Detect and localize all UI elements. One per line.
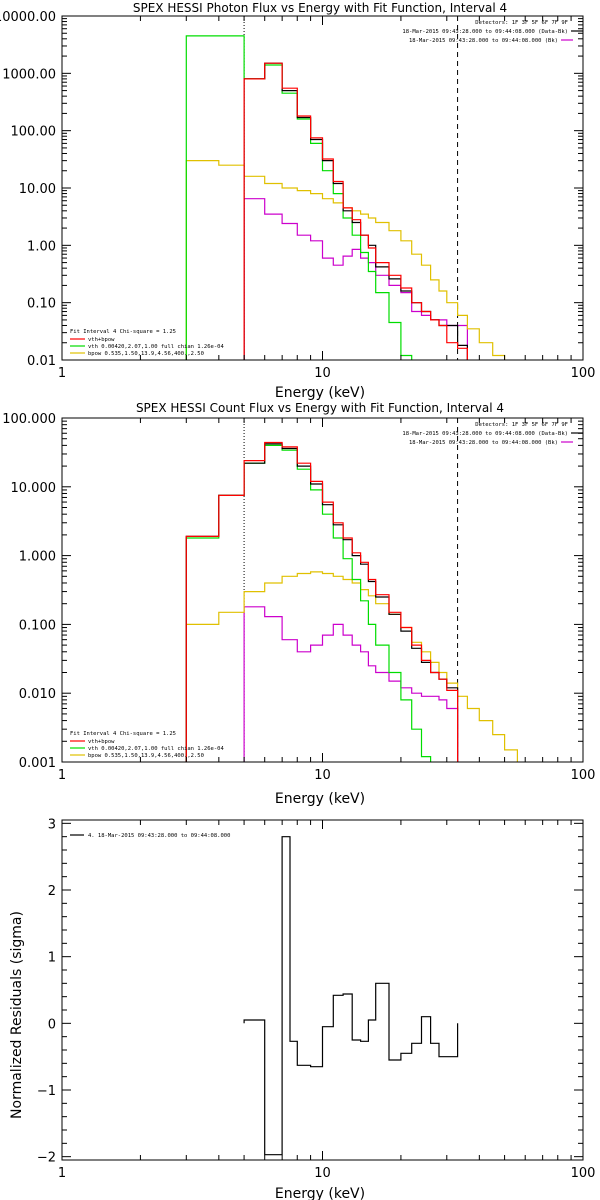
series-total	[185, 443, 459, 762]
y-tick-label: −1	[37, 1084, 56, 1099]
photon-flux-legend-bottomleft: Fit Interval 4 Chi-square = 1.25 vth+bpo…	[70, 329, 224, 357]
residuals-xlabel: Energy (keV)	[275, 1186, 365, 1200]
x-tick-label: 1	[58, 366, 66, 381]
legend-interval: 4. 18-Mar-2015 09:43:28.000 to 09:44:08.…	[88, 833, 230, 839]
count-flux-ticks: 1 10 100 0.001 0.010 0.100 1.000 10.000 100.000	[2, 412, 595, 783]
legend-sum-fit: vth+bpow	[88, 337, 115, 343]
y-tick-label: 0.10	[27, 297, 56, 312]
y-tick-label: 1.000	[19, 550, 56, 565]
residuals-panel: Energy (keV) Normalized Residuals (sigma…	[9, 817, 595, 1200]
count-flux-legend-topright: Detectors: 1F 3F 5F 6F 7F 9F 18-Mar-2015…	[402, 422, 568, 446]
y-tick-label: 1	[48, 951, 56, 966]
x-tick-label: 100	[571, 1166, 596, 1181]
y-tick-label: 0.010	[19, 687, 56, 702]
count-flux-xlabel: Energy (keV)	[275, 791, 365, 807]
legend-bk: 18-Mar-2015 09:43:28.000 to 09:44:08.000…	[409, 440, 558, 446]
photon-flux-legend-topright: Detectors: 1F 3F 5F 6F 7F 9F 18-Mar-2015…	[402, 20, 568, 44]
count-flux-marks	[185, 418, 518, 762]
photon-flux-title: SPEX HESSI Photon Flux vs Energy with Fi…	[133, 1, 507, 15]
legend-data-bk: 18-Mar-2015 09:43:28.000 to 09:44:08.000…	[402, 29, 568, 35]
count-flux-panel: SPEX HESSI Count Flux vs Energy with Fit…	[2, 401, 595, 807]
series-vth_fit	[185, 444, 432, 762]
x-tick-label: 10	[314, 366, 331, 381]
plot-area	[185, 16, 506, 360]
series-total	[243, 836, 459, 1156]
y-tick-label: −2	[37, 1151, 56, 1166]
series-bpow_fit	[185, 571, 518, 762]
y-tick-label: 1.00	[27, 239, 56, 254]
y-tick-label: 10.00	[19, 182, 56, 197]
series-background	[243, 606, 459, 762]
residuals-ticks: 1 10 100 −2 −1 0 1 2 3	[37, 817, 596, 1181]
series-total	[243, 62, 468, 360]
count-flux-legend-bottomleft: Fit Interval 4 Chi-square = 1.25 vth+bpo…	[70, 731, 224, 759]
series-sum_fit	[185, 441, 459, 762]
residuals-legend: 4. 18-Mar-2015 09:43:28.000 to 09:44:08.…	[88, 833, 230, 839]
y-tick-label: 1000.00	[2, 67, 56, 82]
legend-vth-fit: vth 0.00420,2.07,1.00 full chian 1.26e-0…	[88, 746, 224, 752]
count-flux-title: SPEX HESSI Count Flux vs Energy with Fit…	[136, 401, 504, 415]
photon-flux-marks	[185, 16, 506, 360]
legend-bpow-fit: bpow 0.535,1.50,13.9,4.56,400.,2.50	[88, 351, 204, 357]
x-tick-label: 100	[571, 366, 596, 381]
x-tick-label: 1	[58, 1166, 66, 1181]
legend-data-bk: 18-Mar-2015 09:43:28.000 to 09:44:08.000…	[402, 431, 568, 437]
y-tick-label: 3	[48, 817, 56, 832]
plot-frame	[61, 819, 584, 1161]
legend-bpow-fit: bpow 0.535,1.50,13.9,4.56,400.,2.50	[88, 753, 204, 759]
x-tick-label: 10	[314, 768, 331, 783]
legend-sum-fit: vth+bpow	[88, 739, 115, 745]
series-vth_fit	[185, 35, 413, 360]
legend-vth-fit: vth 0.00420,2.07,1.00 full chian 1.26e-0…	[88, 344, 224, 350]
residuals-ylabel: Normalized Residuals (sigma)	[9, 911, 25, 1119]
residuals-marks	[243, 836, 459, 1156]
photon-flux-xlabel: Energy (keV)	[275, 385, 365, 401]
plot-area	[243, 836, 459, 1156]
series-sum_fit	[243, 62, 468, 360]
legend-fit-header: Fit Interval 4 Chi-square = 1.25	[70, 329, 176, 335]
y-tick-label: 10.000	[11, 481, 57, 496]
x-tick-label: 1	[58, 768, 66, 783]
series-bpow_fit	[185, 160, 506, 360]
x-tick-label: 10	[314, 1166, 331, 1181]
y-tick-label: 2	[48, 884, 56, 899]
legend-detectors: Detectors: 1F 3F 5F 6F 7F 9F	[475, 422, 568, 428]
y-tick-label: 10000.00	[0, 10, 56, 25]
y-tick-label: 0	[48, 1017, 56, 1032]
photon-flux-ticks: 1 10 100 0.01 0.10 1.00 10.00 100.00 1000.00 1000…	[0, 10, 595, 381]
legend-bk: 18-Mar-2015 09:43:28.000 to 09:44:08.000…	[409, 38, 558, 44]
y-tick-label: 0.100	[19, 618, 56, 633]
plot-frame	[61, 15, 584, 361]
photon-flux-panel: SPEX HESSI Photon Flux vs Energy with Fi…	[0, 1, 595, 401]
y-tick-label: 100.00	[11, 125, 57, 140]
legend-detectors: Detectors: 1F 3F 5F 6F 7F 9F	[475, 20, 568, 26]
y-tick-label: 0.01	[27, 354, 56, 369]
plot-area	[185, 418, 518, 762]
plot-frame	[61, 417, 584, 763]
y-tick-label: 100.000	[2, 412, 56, 427]
y-tick-label: 0.001	[19, 756, 56, 771]
x-tick-label: 100	[571, 768, 596, 783]
legend-fit-header: Fit Interval 4 Chi-square = 1.25	[70, 731, 176, 737]
